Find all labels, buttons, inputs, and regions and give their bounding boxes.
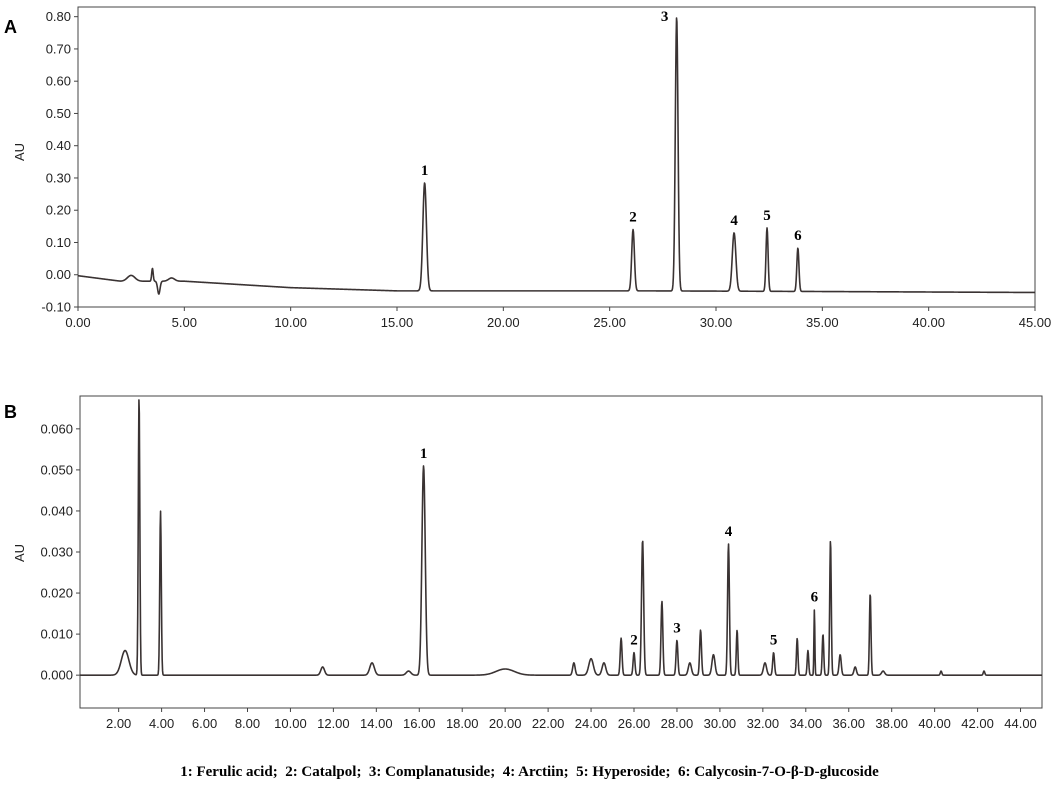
panel-b-x-ticks: 2.00 4.00 6.00 8.00 10.00 12.00 14.00 16.00 18.0…: [106, 708, 1037, 731]
panel-b-y-tick-label: 0.010: [40, 627, 73, 642]
panel-a-x-tick-label: 10.00: [274, 315, 307, 330]
panel-b-y-tick-label: 0.030: [40, 545, 73, 560]
panel-b-y-tick-label: 0.060: [40, 421, 73, 436]
panel-a-trace: [77, 17, 1036, 295]
panel-b-x-tick-label: 12.00: [317, 716, 350, 731]
panel-b-x-tick-label: 8.00: [235, 716, 260, 731]
compound-legend: 1: Ferulic acid; 2: Catalpol; 3: Complan…: [180, 764, 879, 780]
panel-a-y-tick-label: -0.10: [41, 300, 71, 315]
panel-b-x-tick-label: 40.00: [918, 716, 951, 731]
panel-a-y-tick-label: 0.50: [46, 106, 71, 121]
panel-b-y-tick-label: 0.020: [40, 586, 73, 601]
panel-b-x-tick-label: 30.00: [704, 716, 737, 731]
panel-b-x-tick-label: 2.00: [106, 716, 131, 731]
panel-a-y-tick-label: 0.60: [46, 74, 71, 89]
panel-b-x-tick-label: 18.00: [446, 716, 479, 731]
panel-a-y-tick-label: 0.80: [46, 9, 71, 24]
panel-a-x-tick-label: 15.00: [381, 315, 414, 330]
panel-a-peak-label-6: 6: [794, 228, 802, 244]
panel-b-trace: [79, 399, 1043, 676]
panel-b-y-axis-label: AU: [12, 544, 27, 562]
panel-b-peak-label-5: 5: [770, 633, 778, 649]
panel-a-y-tick-label: 0.70: [46, 41, 71, 56]
panel-b-y-ticks: 0.000 0.010 0.020 0.030 0.040 0.050 0.060: [40, 421, 80, 683]
panel-b-x-tick-label: 32.00: [747, 716, 780, 731]
panel-a-y-ticks: -0.10 0.00 0.10 0.20 0.30 0.40 0.50 0.60 0.70 0.8…: [41, 9, 78, 315]
panel-b-x-tick-label: 10.00: [274, 716, 307, 731]
panel-b-x-tick-label: 38.00: [875, 716, 908, 731]
panel-b-x-tick-label: 28.00: [661, 716, 694, 731]
panel-a-peak-label-5: 5: [763, 208, 771, 224]
panel-b-x-tick-label: 34.00: [790, 716, 823, 731]
panel-a-y-axis-label: AU: [12, 143, 27, 161]
panel-a-y-tick-label: 0.00: [46, 267, 71, 282]
panel-b-label: B: [4, 402, 17, 422]
panel-a-x-tick-label: 0.00: [65, 315, 90, 330]
panel-a-peak-label-1: 1: [421, 163, 429, 179]
panel-b-y-tick-label: 0.040: [40, 503, 73, 518]
panel-b-peak-labels: 1 2 3 4 5 6: [420, 446, 819, 649]
panel-b-x-tick-label: 44.00: [1004, 716, 1037, 731]
panel-a-x-tick-label: 25.00: [593, 315, 626, 330]
panel-b-peak-label-2: 2: [630, 633, 638, 649]
panel-b-plot-frame: [79, 395, 1043, 709]
panel-b-x-tick-label: 20.00: [489, 716, 522, 731]
panel-b: B AU 0.000 0.010 0.020 0.030 0.040 0.050 0.060…: [4, 395, 1043, 731]
panel-a-x-tick-label: 35.00: [806, 315, 839, 330]
panel-a-peak-label-3: 3: [661, 9, 669, 25]
panel-a-x-tick-label: 45.00: [1019, 315, 1052, 330]
panel-b-peak-label-4: 4: [725, 524, 733, 540]
panel-a-x-tick-label: 40.00: [912, 315, 945, 330]
panel-a-y-tick-label: 0.10: [46, 235, 71, 250]
panel-b-x-tick-label: 6.00: [192, 716, 217, 731]
panel-b-x-tick-label: 14.00: [360, 716, 393, 731]
panel-a-plot-frame: [77, 6, 1036, 308]
panel-a-label: A: [4, 17, 17, 37]
panel-a-y-tick-label: 0.20: [46, 203, 71, 218]
panel-b-x-tick-label: 42.00: [961, 716, 994, 731]
panel-a-peak-label-2: 2: [629, 210, 637, 226]
panel-b-x-tick-label: 4.00: [149, 716, 174, 731]
panel-a-x-tick-label: 20.00: [487, 315, 520, 330]
panel-a-peak-label-4: 4: [730, 213, 738, 229]
panel-b-peak-label-1: 1: [420, 446, 428, 462]
panel-b-y-tick-label: 0.050: [40, 462, 73, 477]
panel-a-x-tick-label: 30.00: [700, 315, 733, 330]
panel-b-x-tick-label: 36.00: [832, 716, 865, 731]
panel-b-x-tick-label: 16.00: [403, 716, 436, 731]
panel-a-peak-labels: 1 2 3 4 5 6: [421, 9, 802, 244]
panel-a-y-tick-label: 0.30: [46, 170, 71, 185]
panel-b-peak-label-3: 3: [673, 620, 681, 636]
panel-b-peak-label-6: 6: [811, 589, 819, 605]
panel-a-x-ticks: 0.00 5.00 10.00 15.00 20.00 25.00 30.00 35.00 40…: [65, 307, 1051, 330]
panel-a: A AU -0.100.000.100.200.300.400.500.600.…: [4, 6, 1051, 330]
panel-b-x-tick-label: 24.00: [575, 716, 608, 731]
panel-b-x-tick-label: 22.00: [532, 716, 565, 731]
panel-a-x-tick-label: 5.00: [172, 315, 197, 330]
panel-b-y-tick-label: 0.000: [40, 668, 73, 683]
panel-a-y-tick-label: 0.40: [46, 138, 71, 153]
panel-b-x-tick-label: 26.00: [618, 716, 651, 731]
